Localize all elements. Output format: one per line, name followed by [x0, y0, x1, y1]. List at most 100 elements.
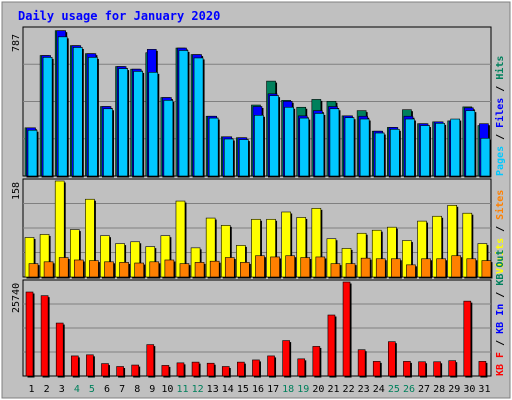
- sites-bar: [164, 259, 175, 278]
- pages-bar: [269, 95, 279, 177]
- pages-bar: [118, 68, 128, 177]
- kb-f-bar: [40, 295, 49, 377]
- kb-f-bar: [388, 341, 396, 377]
- kb-f-bar: [403, 361, 411, 377]
- x-tick-label: 16: [252, 384, 264, 395]
- legend-separator: /: [495, 128, 506, 146]
- legend-entry-pages: Pages: [495, 146, 506, 176]
- x-tick-label: 29: [448, 384, 460, 395]
- legend-entry-sites: Sites: [494, 190, 506, 220]
- sites-bar: [255, 255, 265, 278]
- x-tick-label: 4: [74, 384, 80, 395]
- sites-bar: [134, 262, 144, 278]
- kb-f-bar: [418, 361, 426, 377]
- x-tick-label: 20: [312, 384, 324, 395]
- sites-bar: [224, 257, 235, 278]
- x-tick-label: 19: [297, 384, 309, 395]
- kb-f-bar: [25, 291, 34, 377]
- pages-bar: [450, 118, 461, 177]
- pages-bar: [72, 47, 83, 177]
- sites-bar: [391, 258, 401, 278]
- pages-bar: [420, 125, 430, 177]
- legend-entry-kb-in: KB In: [495, 304, 506, 334]
- pages-bar: [480, 137, 491, 177]
- sites-bar: [481, 260, 492, 278]
- legend-entry-kb-out: KB Out: [495, 250, 506, 286]
- x-tick-label: 6: [104, 384, 110, 395]
- kb-f-bar: [206, 362, 215, 377]
- kb-f-bar: [101, 363, 109, 377]
- kb-f-bar: [372, 361, 381, 377]
- pages-bar: [178, 50, 189, 177]
- x-tick-label: 2: [44, 384, 50, 395]
- sites-bar: [209, 260, 220, 278]
- sites-bar: [330, 263, 341, 278]
- pages-bar: [284, 106, 294, 177]
- kb-f-bar: [252, 359, 260, 377]
- kb-f-bar: [312, 346, 321, 377]
- x-tick-label: 10: [161, 384, 173, 395]
- kb-f-bar: [70, 355, 79, 377]
- sites-bar: [73, 259, 84, 278]
- panel-daily-visits: [22, 178, 493, 279]
- pages-bar: [390, 129, 400, 177]
- kb-f-bar: [191, 361, 200, 377]
- top-ymax-label: 787: [11, 34, 22, 52]
- kb-f-bar: [176, 362, 185, 377]
- pages-bar: [42, 57, 53, 177]
- x-tick-label: 18: [282, 384, 294, 395]
- x-tick-label: 24: [373, 384, 385, 395]
- sites-bar: [300, 257, 311, 278]
- x-tick-label: 17: [267, 384, 279, 395]
- x-tick-label: 12: [192, 384, 204, 395]
- legend-separator: /: [495, 286, 506, 304]
- kb-f-bar: [357, 349, 366, 377]
- pages-bar: [254, 114, 264, 177]
- legend-mid-text: Visits / Sites: [494, 190, 506, 274]
- x-tick-label: 14: [222, 384, 234, 395]
- sites-bar: [240, 262, 250, 278]
- kb-f-bar: [146, 344, 155, 377]
- bottom-legend: KB F / KB In / KB Out: [495, 250, 506, 376]
- pages-bar: [299, 117, 310, 177]
- x-tick-label: 8: [134, 384, 140, 395]
- sites-bar: [406, 264, 416, 278]
- legend-entry-files: Files: [494, 98, 506, 128]
- pages-bar: [27, 129, 38, 177]
- sites-bar: [345, 263, 356, 278]
- kb-f-bar: [463, 300, 472, 377]
- pages-bar: [133, 71, 143, 177]
- pages-bar: [103, 108, 113, 177]
- kb-f-bar: [86, 354, 94, 377]
- kb-f-bar: [131, 364, 139, 377]
- bottom-ymax-label: 25740: [11, 283, 22, 313]
- kb-f-bar: [342, 281, 351, 377]
- pages-bar: [374, 132, 385, 177]
- pages-bar: [329, 108, 340, 177]
- kb-f-bar: [282, 340, 290, 377]
- kb-f-bar: [433, 361, 441, 377]
- pages-bar: [208, 117, 219, 177]
- sites-bar: [28, 263, 39, 278]
- legend-entry-kb-f: KB F: [495, 352, 506, 376]
- x-tick-label: 27: [418, 384, 430, 395]
- kb-f-bar: [116, 366, 124, 377]
- x-tick-label: 30: [463, 384, 475, 395]
- x-axis-labels: 1 2 3 4 5 6 7 8 9 10 11 12 13 14 15 16 17 18 19 20 21 22 23 24 2…: [29, 384, 491, 395]
- pages-bar: [193, 57, 204, 177]
- legend-entry-visits: Visits: [494, 238, 506, 274]
- sites-bar: [421, 258, 431, 278]
- legend-separator: /: [495, 220, 506, 238]
- pages-bar: [223, 138, 234, 177]
- legend-top-text: Pages / Files / Hits: [494, 56, 506, 176]
- sites-bar: [89, 260, 99, 278]
- pages-bar: [57, 36, 68, 177]
- x-tick-label: 9: [149, 384, 155, 395]
- sites-bar: [104, 261, 114, 278]
- sites-bar: [149, 261, 160, 278]
- x-tick-label: 11: [176, 384, 188, 395]
- x-tick-label: 15: [237, 384, 249, 395]
- panel-daily-hits: [22, 26, 492, 178]
- kb-f-bar: [297, 358, 306, 377]
